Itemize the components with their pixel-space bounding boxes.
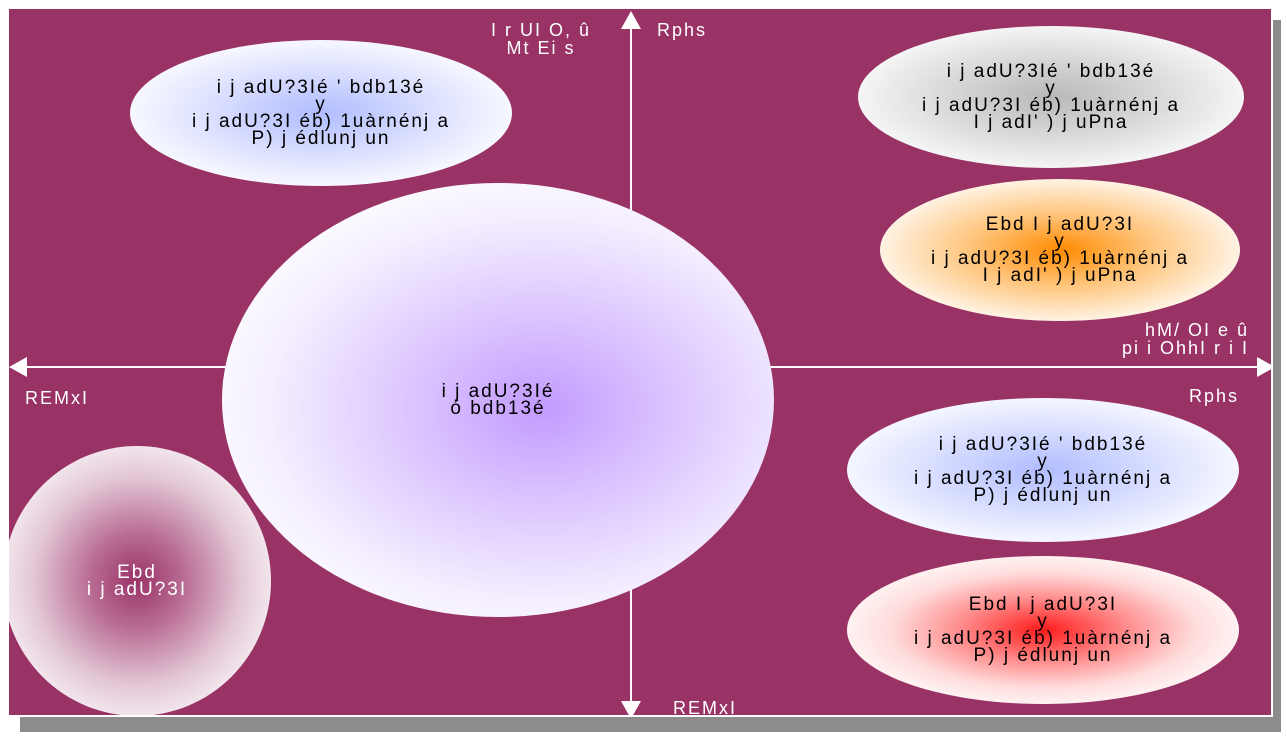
right-axis-label-upper-line-2: pi i OhhI r i I bbox=[1121, 338, 1249, 358]
top-left-axis-label: I r UI O, û Mt Ei s bbox=[471, 21, 611, 57]
ellipse-bottom-left-line-2: i j adU?3I bbox=[86, 579, 188, 600]
ellipse-center-line-2: ó bdb13é bbox=[450, 398, 546, 419]
ellipse-mid-right-line-3: i j adU?3I éb) 1uàrnénj a bbox=[930, 248, 1190, 269]
ellipse-bottom-left-line-1: Ebd bbox=[117, 562, 157, 583]
ellipse-top-left-line-2: y bbox=[315, 94, 327, 115]
arrow-left-icon bbox=[9, 357, 27, 377]
arrow-up-icon bbox=[621, 11, 641, 29]
ellipse-mid-right-line-2: y bbox=[1054, 231, 1066, 252]
ellipse-bottom-right-line-2: y bbox=[1037, 611, 1049, 632]
ellipse-center-line-1: i j adU?3Ié bbox=[441, 381, 555, 402]
ellipse-top-right-line-2: y bbox=[1045, 78, 1057, 99]
top-left-axis-label-line-2: Mt Ei s bbox=[506, 38, 576, 58]
ellipse-lower-right-line-3: i j adU?3I éb) 1uàrnénj a bbox=[913, 468, 1173, 489]
ellipse-top-left-line-4: P) j édlunj un bbox=[251, 128, 391, 149]
ellipse-bottom-right-line-4: P) j édlunj un bbox=[973, 645, 1113, 666]
ellipse-mid-right-line-4: I j adI' ) j uPna bbox=[982, 265, 1138, 286]
right-axis-label-upper-line-1: hM/ OI e û bbox=[1144, 320, 1249, 340]
top-right-axis-label: Rphs bbox=[657, 20, 708, 40]
right-axis-label-lower: Rphs bbox=[1189, 386, 1240, 406]
ellipse-top-left-line-1: i j adU?3Ié ' bdb13é bbox=[216, 77, 426, 98]
ellipse-bottom-left: Ebd i j adU?3I bbox=[9, 446, 271, 715]
diagram-panel: I r UI O, û Mt Ei s Rphs REMxI REMxI hM/… bbox=[7, 7, 1273, 717]
ellipse-bottom-right: Ebd I j adU?3I y i j adU?3I éb) 1uàrnénj… bbox=[847, 556, 1239, 704]
arrow-right-icon bbox=[1257, 357, 1271, 377]
ellipse-top-left: i j adU?3Ié ' bdb13é y i j adU?3I éb) 1u… bbox=[130, 40, 512, 186]
ellipse-mid-right-line-1: Ebd I j adU?3I bbox=[985, 214, 1135, 235]
ellipse-lower-right-line-2: y bbox=[1037, 451, 1049, 472]
ellipse-top-right-line-4: I j adI' ) j uPna bbox=[973, 112, 1129, 133]
left-axis-label: REMxI bbox=[25, 388, 89, 408]
ellipse-mid-right: Ebd I j adU?3I y i j adU?3I éb) 1uàrnénj… bbox=[880, 179, 1240, 321]
ellipse-top-left-line-3: i j adU?3I éb) 1uàrnénj a bbox=[191, 111, 451, 132]
ellipse-top-right-line-1: i j adU?3Ié ' bdb13é bbox=[946, 61, 1156, 82]
ellipse-bottom-right-line-1: Ebd I j adU?3I bbox=[968, 594, 1118, 615]
ellipse-center: i j adU?3Ié ó bdb13é bbox=[222, 183, 774, 617]
ellipse-bottom-right-line-3: i j adU?3I éb) 1uàrnénj a bbox=[913, 628, 1173, 649]
right-axis-label-upper: hM/ OI e û pi i OhhI r i I bbox=[1049, 321, 1249, 357]
bottom-axis-label: REMxI bbox=[673, 698, 737, 717]
ellipse-lower-right-line-1: i j adU?3Ié ' bdb13é bbox=[938, 434, 1148, 455]
top-left-axis-label-line-1: I r UI O, û bbox=[490, 20, 591, 40]
ellipse-top-right-line-3: i j adU?3I éb) 1uàrnénj a bbox=[921, 95, 1181, 116]
ellipse-lower-right-line-4: P) j édlunj un bbox=[973, 485, 1113, 506]
ellipse-top-right: i j adU?3Ié ' bdb13é y i j adU?3I éb) 1u… bbox=[858, 26, 1244, 168]
ellipse-lower-right: i j adU?3Ié ' bdb13é y i j adU?3I éb) 1u… bbox=[847, 398, 1239, 542]
arrow-down-icon bbox=[621, 701, 641, 715]
